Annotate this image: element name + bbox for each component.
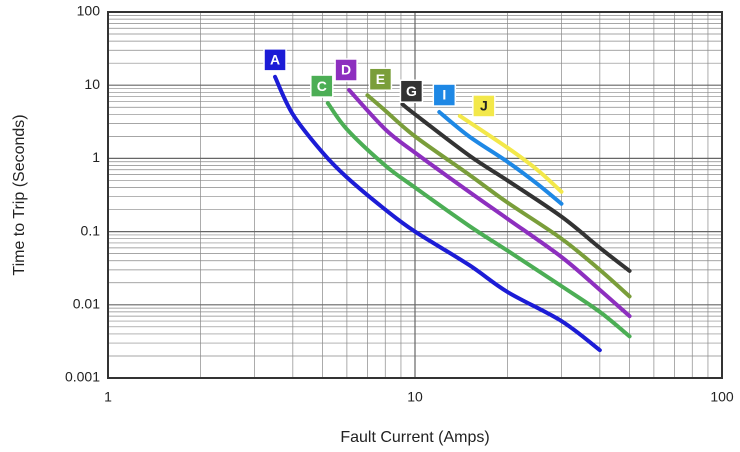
legend-swatch [334,58,358,82]
curve [457,113,564,194]
curve [400,102,632,273]
x-tick-label: 10 [407,389,423,405]
y-axis-label: Time to Trip (Seconds) [11,114,28,275]
legend-swatch [368,67,393,91]
legend-label: D [341,62,351,78]
legend-swatch [263,48,287,72]
legend-swatch [432,83,457,107]
legend-swatch [399,79,424,103]
y-tick-label: 0.01 [73,296,100,312]
legend-swatch [472,94,496,118]
y-tick-label: 100 [77,3,101,19]
legend-swatch [310,74,334,98]
curve [347,87,632,319]
y-tick-label: 1 [92,149,100,165]
y-tick-label: 0.001 [65,369,100,385]
y-tick-label: 0.1 [81,222,101,238]
legend-label: E [376,71,385,87]
legend-label: G [406,83,417,99]
curve [325,101,632,339]
legend-label: A [270,52,280,68]
curve [273,74,602,353]
legend-label: I [442,87,446,103]
plot-border [107,11,723,379]
curve [365,93,632,299]
legend-label: C [317,78,327,94]
x-tick-label: 1 [104,389,112,405]
curve [437,110,564,206]
x-axis-label: Fault Current (Amps) [340,429,489,446]
y-tick-label: 10 [84,76,100,92]
legend-label: J [480,98,488,114]
x-tick-label: 100 [710,389,734,405]
